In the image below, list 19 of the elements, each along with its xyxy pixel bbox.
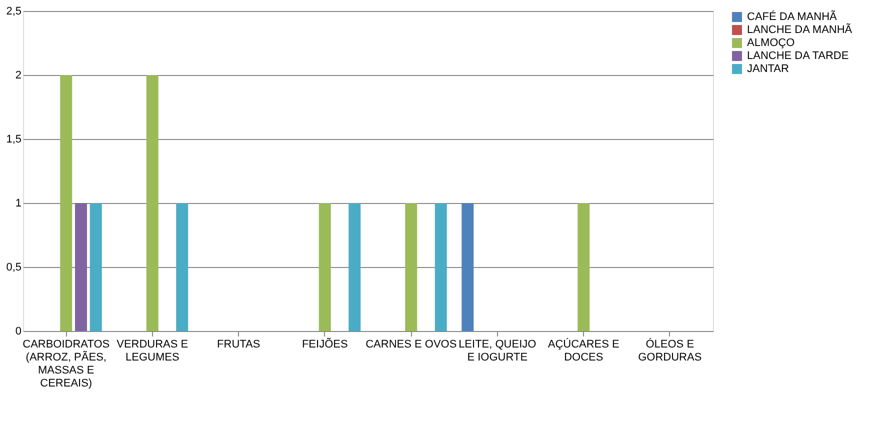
x-tick-label: FEIJÕES [302, 338, 348, 350]
y-tick-label: 1,5 [6, 134, 22, 146]
y-tick-label: 0,5 [6, 262, 22, 274]
x-tick-label: AÇÚCARES E DOCES [548, 338, 620, 364]
legend-label: ALMOÇO [747, 37, 796, 49]
y-tick-label: 0 [15, 326, 22, 338]
y-tick-label: 1 [15, 198, 22, 210]
y-tick-label: 2 [15, 70, 22, 82]
y-tick-label: 2,5 [6, 6, 22, 18]
x-tick-label: CARNES E OVOS [366, 338, 457, 350]
x-tick-label: ÓLEOS E GORDURAS [638, 338, 702, 364]
x-tick-label: VERDURAS E LEGUMES [116, 338, 188, 364]
legend-label: LANCHE DA TARDE [747, 50, 849, 62]
legend-label: JANTAR [747, 63, 790, 75]
x-tick-label: FRUTAS [217, 338, 260, 350]
x-tick-label: LEITE, QUEIJO E IOGURTE [458, 338, 537, 364]
legend-label: LANCHE DA MANHÃ [747, 23, 853, 36]
x-tick-label: CARBOIDRATOS (ARROZ, PÃES, MASSAS E CEREAIS) [22, 338, 110, 390]
legend-label: CAFÉ DA MANHÃ [747, 10, 838, 23]
